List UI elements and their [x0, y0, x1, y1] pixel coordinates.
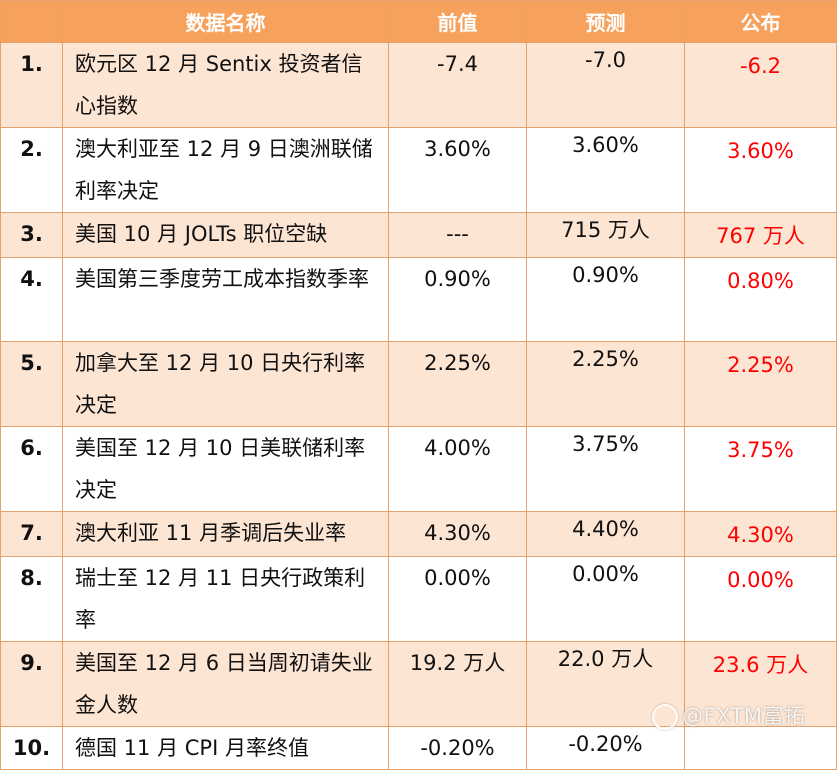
row-index: 6.: [0, 426, 63, 512]
header-name: 数据名称: [62, 0, 389, 43]
row-index: 2.: [0, 127, 63, 213]
row-forecast: 3.60%: [526, 127, 685, 213]
row-actual: 3.75%: [684, 426, 837, 512]
table-row: 2. 澳大利亚至 12 月 9 日澳洲联储利率决定 3.60% 3.60% 3.…: [0, 127, 837, 213]
row-forecast: 715 万人: [526, 212, 685, 258]
row-actual: 0.80%: [684, 257, 837, 342]
row-actual: [684, 726, 837, 770]
row-actual: 767 万人: [684, 212, 837, 258]
row-name: 瑞士至 12 月 11 日央行政策利率: [62, 556, 389, 642]
header-actual: 公布: [684, 0, 837, 43]
row-name: 美国第三季度劳工成本指数季率: [62, 257, 389, 342]
row-previous: 19.2 万人: [388, 641, 527, 727]
row-name: 澳大利亚 11 月季调后失业率: [62, 511, 389, 557]
table-row: 6. 美国至 12 月 10 日美联储利率决定 4.00% 3.75% 3.75…: [0, 426, 837, 512]
watermark-logo-icon: [652, 704, 678, 730]
row-previous: 4.00%: [388, 426, 527, 512]
row-index: 1.: [0, 42, 63, 128]
row-index: 7.: [0, 511, 63, 557]
table-row: 7. 澳大利亚 11 月季调后失业率 4.30% 4.40% 4.30%: [0, 511, 837, 557]
row-index: 10.: [0, 726, 63, 770]
row-forecast: 0.00%: [526, 556, 685, 642]
table-row: 8. 瑞士至 12 月 11 日央行政策利率 0.00% 0.00% 0.00%: [0, 556, 837, 642]
row-index: 4.: [0, 257, 63, 342]
row-previous: ---: [388, 212, 527, 258]
header-index-cell: [0, 0, 63, 43]
row-name: 澳大利亚至 12 月 9 日澳洲联储利率决定: [62, 127, 389, 213]
row-forecast: -0.20%: [526, 726, 685, 770]
table-row: 1. 欧元区 12 月 Sentix 投资者信心指数 -7.4 -7.0 -6.…: [0, 42, 837, 128]
table-row: 5. 加拿大至 12 月 10 日央行利率决定 2.25% 2.25% 2.25…: [0, 341, 837, 427]
table-row: 4. 美国第三季度劳工成本指数季率 0.90% 0.90% 0.80%: [0, 257, 837, 342]
row-actual: 0.00%: [684, 556, 837, 642]
table-header-row: 数据名称 前值 预测 公布: [0, 0, 837, 43]
row-previous: -0.20%: [388, 726, 527, 770]
row-name: 欧元区 12 月 Sentix 投资者信心指数: [62, 42, 389, 128]
row-forecast: 0.90%: [526, 257, 685, 342]
watermark-text: @FXTM富拓: [682, 704, 806, 728]
row-previous: 4.30%: [388, 511, 527, 557]
row-index: 5.: [0, 341, 63, 427]
watermark: @FXTM富拓: [652, 700, 806, 730]
row-name: 加拿大至 12 月 10 日央行利率决定: [62, 341, 389, 427]
row-previous: 2.25%: [388, 341, 527, 427]
row-forecast: 22.0 万人: [526, 641, 685, 727]
row-previous: 3.60%: [388, 127, 527, 213]
header-forecast: 预测: [526, 0, 685, 43]
row-name: 德国 11 月 CPI 月率终值: [62, 726, 389, 770]
row-forecast: -7.0: [526, 42, 685, 128]
row-forecast: 4.40%: [526, 511, 685, 557]
row-name: 美国至 12 月 6 日当周初请失业金人数: [62, 641, 389, 727]
row-name: 美国 10 月 JOLTs 职位空缺: [62, 212, 389, 258]
row-actual: 3.60%: [684, 127, 837, 213]
row-actual: 2.25%: [684, 341, 837, 427]
row-forecast: 2.25%: [526, 341, 685, 427]
row-previous: 0.90%: [388, 257, 527, 342]
row-actual: 4.30%: [684, 511, 837, 557]
row-index: 9.: [0, 641, 63, 727]
header-previous: 前值: [388, 0, 527, 43]
row-index: 3.: [0, 212, 63, 258]
row-previous: 0.00%: [388, 556, 527, 642]
table-row: 9. 美国至 12 月 6 日当周初请失业金人数 19.2 万人 22.0 万人…: [0, 641, 837, 727]
row-name: 美国至 12 月 10 日美联储利率决定: [62, 426, 389, 512]
row-actual: -6.2: [684, 42, 837, 128]
table-row: 3. 美国 10 月 JOLTs 职位空缺 --- 715 万人 767 万人: [0, 212, 837, 258]
row-previous: -7.4: [388, 42, 527, 128]
table-row: 10. 德国 11 月 CPI 月率终值 -0.20% -0.20%: [0, 726, 837, 770]
row-index: 8.: [0, 556, 63, 642]
row-forecast: 3.75%: [526, 426, 685, 512]
